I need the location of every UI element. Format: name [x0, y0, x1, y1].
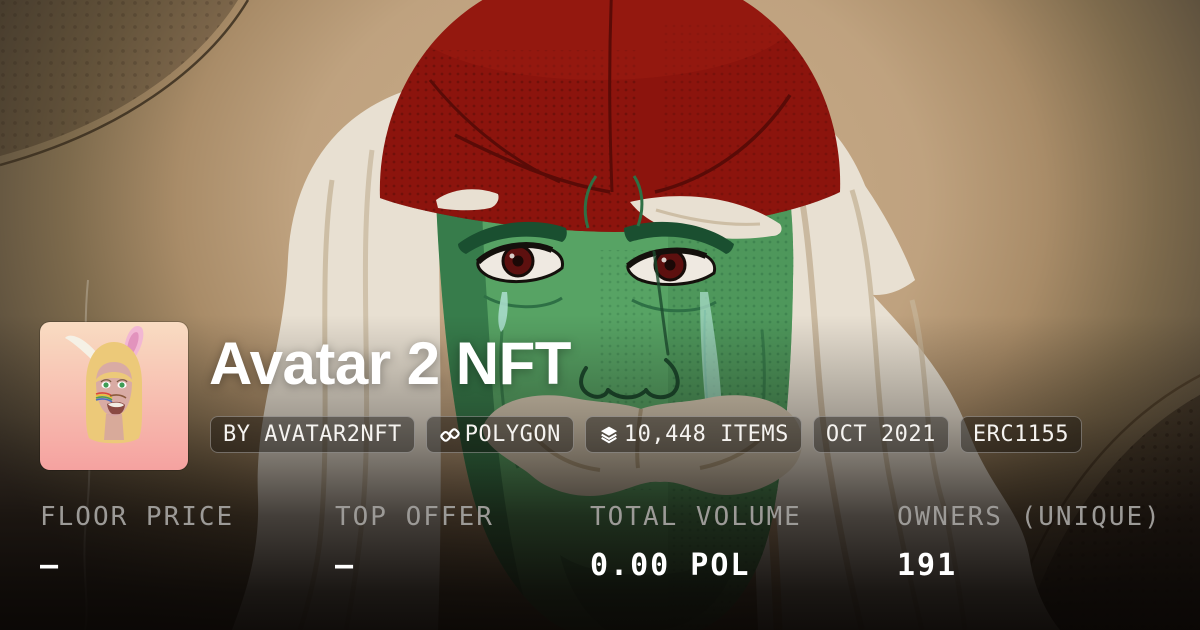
stat-label: TOP OFFER	[335, 502, 494, 532]
layers-icon	[598, 424, 620, 446]
polygon-icon	[439, 424, 461, 446]
stat-label: TOTAL VOLUME	[590, 502, 802, 532]
stat-total-volume: TOTAL VOLUME 0.00 POL	[590, 502, 802, 583]
badge-creator-label: BY AVATAR2NFT	[223, 422, 402, 447]
stat-top-offer: TOP OFFER —	[335, 502, 494, 583]
badge-row: BY AVATAR2NFT POLYGON 10,448 ITEMS	[210, 416, 1083, 453]
badge-items: 10,448 ITEMS	[584, 416, 802, 453]
stat-owners-unique: OWNERS (UNIQUE) 191	[897, 502, 1162, 583]
badge-items-label: 10,448 ITEMS	[623, 422, 789, 447]
thumb-eyes	[100, 379, 128, 389]
badge-date-label: OCT 2021	[825, 422, 936, 447]
badge-token-standard-label: ERC1155	[972, 422, 1070, 447]
badge-creator: BY AVATAR2NFT	[210, 416, 415, 453]
stat-value: 191	[897, 547, 958, 583]
thumb-mouth	[107, 394, 127, 415]
collection-title: Avatar 2 NFT	[209, 330, 571, 397]
thumb-neck	[104, 414, 124, 440]
stat-value: 0.00 POL	[590, 547, 751, 583]
collection-avatar	[40, 322, 188, 470]
stat-floor-price: FLOOR PRICE —	[40, 502, 235, 583]
badge-token-standard: ERC1155	[959, 416, 1083, 453]
stat-label: OWNERS (UNIQUE)	[897, 502, 1162, 532]
badge-chain: POLYGON	[425, 416, 574, 453]
stat-value: —	[335, 547, 356, 583]
stat-value: —	[40, 547, 61, 583]
badge-date: OCT 2021	[812, 416, 949, 453]
badge-chain-label: POLYGON	[464, 422, 561, 447]
stat-label: FLOOR PRICE	[40, 502, 235, 532]
